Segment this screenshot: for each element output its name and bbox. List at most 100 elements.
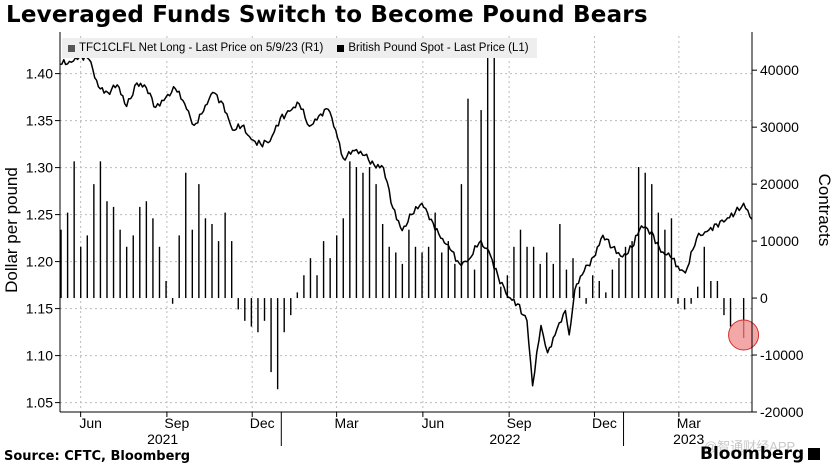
net-long-bar: [60, 229, 62, 299]
net-long-bar: [559, 224, 561, 299]
highlight-marker: [728, 319, 760, 351]
net-long-bar: [454, 263, 456, 299]
net-long-bar: [276, 298, 279, 390]
net-long-bar: [178, 235, 180, 299]
net-long-bar: [237, 298, 239, 310]
net-long-bar: [368, 167, 371, 299]
legend: TFC1CLFL Net Long - Last Price on 5/9/23…: [62, 38, 537, 58]
net-long-bar: [664, 229, 666, 299]
net-long-bar: [349, 161, 351, 299]
x-month-label: Sep: [164, 415, 189, 431]
net-long-bar: [742, 298, 745, 338]
right-tick-label: 20000: [760, 176, 799, 192]
net-long-bar: [204, 218, 207, 299]
x-month-label: Mar: [677, 415, 701, 431]
net-long-bar: [66, 212, 69, 299]
x-month-label: Sep: [507, 415, 532, 431]
net-long-bar: [99, 161, 102, 299]
net-long-bar: [119, 229, 121, 299]
net-long-bar: [296, 292, 299, 299]
right-tick-label: 10000: [760, 233, 799, 249]
legend-item-net-long: TFC1CLFL Net Long - Last Price on 5/9/23…: [68, 42, 323, 54]
left-axis-title: Dollar per pound: [2, 167, 21, 293]
left-tick-label: 1.10: [26, 348, 53, 364]
net-long-bar: [421, 252, 423, 299]
net-long-bar: [447, 241, 449, 299]
net-long-bar: [513, 246, 515, 299]
net-long-bar: [500, 286, 502, 299]
x-year-label: 2021: [147, 431, 178, 447]
net-long-bar: [152, 218, 154, 299]
net-long-bar: [362, 172, 364, 299]
net-long-bar: [145, 201, 148, 299]
net-long-bar: [329, 258, 331, 299]
net-long-bar: [112, 206, 115, 299]
net-long-bar: [86, 235, 88, 299]
net-long-bar: [624, 246, 627, 299]
left-tick-label: 1.15: [26, 301, 53, 317]
net-long-bar: [336, 235, 338, 299]
pound-line: [59, 54, 753, 387]
net-long-bar: [532, 246, 535, 299]
net-long-bar: [185, 172, 187, 299]
net-long-bar: [460, 184, 463, 299]
right-axis-title: Contracts: [815, 174, 834, 247]
net-long-bar: [631, 241, 633, 299]
net-long-bar: [546, 252, 548, 299]
watermark-text: @智通财经APP: [704, 439, 796, 454]
net-long-bar: [618, 258, 620, 299]
left-tick-label: 1.30: [26, 160, 53, 176]
x-month-label: Mar: [335, 415, 359, 431]
right-tick-label: 40000: [760, 62, 799, 78]
net-long-bar: [230, 241, 233, 299]
net-long-bar: [395, 252, 397, 299]
net-long-bar: [611, 269, 614, 299]
net-long-bar: [690, 298, 692, 304]
x-month-label: Jun: [79, 415, 102, 431]
axes: 1.05 1.10 1.15 1.20 1.25 1.30 1.35 1.40 -20000 -1…: [2, 32, 834, 447]
net-long-bar: [565, 269, 568, 299]
left-tick-label: 1.20: [26, 254, 53, 270]
net-long-bar: [93, 184, 95, 299]
x-month-label: Jun: [422, 415, 445, 431]
net-long-bar: [473, 269, 476, 299]
left-tick-label: 1.05: [26, 395, 53, 411]
net-long-bar: [106, 201, 108, 299]
x-year-label: 2023: [673, 431, 704, 447]
legend-swatch-net-long: [68, 44, 75, 52]
net-long-bar: [591, 275, 594, 299]
net-long-bar: [257, 298, 259, 333]
net-long-bar: [552, 263, 555, 299]
net-long-bar: [309, 258, 312, 299]
net-long-bar: [683, 298, 686, 310]
highlight-circle: [728, 319, 760, 351]
net-long-bar: [191, 229, 194, 299]
legend-label-pound-spot: British Pound Spot - Last Price (L1): [348, 42, 529, 54]
net-long-bar: [651, 184, 653, 299]
net-long-bar: [132, 235, 134, 299]
net-long-bar: [80, 246, 82, 299]
net-long-bar: [375, 184, 377, 299]
left-tick-label: 1.40: [26, 66, 53, 82]
net-long-bar: [198, 184, 200, 299]
legend-item-pound-spot: British Pound Spot - Last Price (L1): [337, 42, 529, 54]
net-long-bar: [283, 298, 285, 333]
right-tick-label: -20000: [760, 404, 804, 420]
net-long-bar: [697, 286, 699, 299]
x-year-label: 2022: [489, 431, 520, 447]
net-long-bar: [723, 298, 725, 316]
net-long-bar: [506, 275, 509, 299]
x-month-label: Dec: [592, 415, 617, 431]
net-long-bar: [434, 212, 436, 299]
net-long-bar: [224, 212, 226, 299]
net-long-bar: [125, 246, 128, 299]
net-long-bar: [539, 263, 541, 299]
net-long-bar: [401, 263, 404, 299]
net-long-bar: [322, 241, 325, 299]
net-long-bar: [342, 218, 344, 299]
net-long-bar: [303, 275, 305, 299]
chart-title: Leveraged Funds Switch to Become Pound B…: [6, 2, 648, 28]
net-long-bars: [60, 41, 745, 390]
net-long-bar: [270, 298, 272, 373]
